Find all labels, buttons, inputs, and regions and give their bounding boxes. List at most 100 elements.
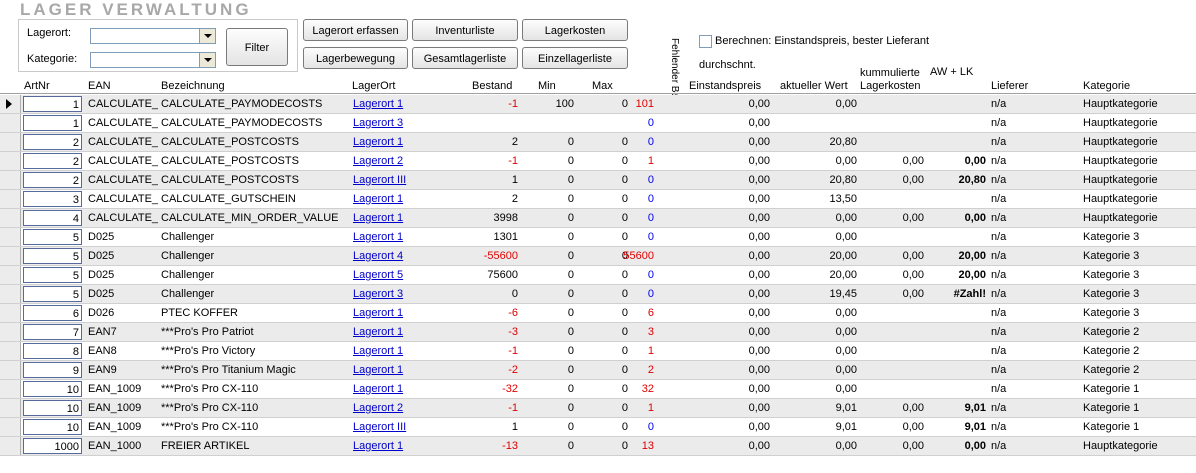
artnr-field[interactable]: 7 xyxy=(23,324,82,340)
row-selector[interactable] xyxy=(0,285,21,303)
row-selector[interactable] xyxy=(0,171,21,189)
col-header-kummulierte[interactable]: kummulierte xyxy=(860,67,920,79)
einzellagerliste-button[interactable]: Einzellagerliste xyxy=(522,47,628,69)
cell-lagerort[interactable]: Lagerort 4 xyxy=(353,250,404,262)
col-header-max[interactable]: Max xyxy=(592,80,613,92)
cell-lagerort[interactable]: Lagerort III xyxy=(353,174,407,186)
cell-lagerort[interactable]: Lagerort 1 xyxy=(353,440,404,452)
row-selector[interactable] xyxy=(0,133,21,151)
row-selector[interactable] xyxy=(0,399,21,417)
table-row[interactable]: 1000 EAN_1000 FREIER ARTIKEL Lagerort 1 -13 0… xyxy=(0,437,1196,456)
cell-lagerort[interactable]: Lagerort 1 xyxy=(353,212,404,224)
col-header-aw-lk[interactable]: AW + LK xyxy=(930,66,974,78)
lagerort-select[interactable] xyxy=(90,28,216,44)
lagerkosten-button[interactable]: Lagerkosten xyxy=(522,19,628,41)
lagerbewegung-button[interactable]: Lagerbewegung xyxy=(303,47,408,69)
table-row[interactable]: 6 D026 PTEC KOFFER Lagerort 1 -6 0 0 6 0,00 0,00 n… xyxy=(0,304,1196,323)
cell-lagerort[interactable]: Lagerort 3 xyxy=(353,288,404,300)
gesamtlagerliste-button[interactable]: Gesamtlagerliste xyxy=(412,47,518,69)
col-header-artnr[interactable]: ArtNr xyxy=(24,80,50,92)
cell-lagerort[interactable]: Lagerort 2 xyxy=(353,402,404,414)
artnr-field[interactable]: 10 xyxy=(23,419,82,435)
chevron-down-icon[interactable] xyxy=(199,53,215,67)
table-row[interactable]: 9 EAN9 ***Pro's Pro Titanium Magic Lagerort… xyxy=(0,361,1196,380)
table-row[interactable]: 5 D025 Challenger Lagerort 3 0 0 0 0 0,00 19,45 0,… xyxy=(0,285,1196,304)
cell-lagerort[interactable]: Lagerort 1 xyxy=(353,326,404,338)
table-row[interactable]: 2 CALCULATE_ CALCULATE_POSTCOSTS Lagerort I… xyxy=(0,171,1196,190)
row-selector[interactable] xyxy=(0,342,21,360)
cell-lagerort[interactable]: Lagerort 1 xyxy=(353,136,404,148)
table-row[interactable]: 5 D025 Challenger Lagerort 4 -55600 0 0 55600 0,… xyxy=(0,247,1196,266)
col-header-kategorie[interactable]: Kategorie xyxy=(1083,80,1131,92)
artnr-field[interactable]: 4 xyxy=(23,210,82,226)
artnr-field[interactable]: 2 xyxy=(23,172,82,188)
col-header-bestand[interactable]: Bestand xyxy=(472,80,513,92)
table-row[interactable]: 10 EAN_1009 ***Pro's Pro CX-110 Lagerort 2-… xyxy=(0,399,1196,418)
table-row[interactable]: 2 CALCULATE_ CALCULATE_POSTCOSTS Lagerort 1… xyxy=(0,133,1196,152)
row-selector[interactable] xyxy=(0,361,21,379)
kategorie-select[interactable] xyxy=(90,52,216,68)
col-header-bezeichnung[interactable]: Bezeichnung xyxy=(161,80,225,92)
artnr-field[interactable]: 1 xyxy=(23,96,82,112)
row-selector[interactable] xyxy=(0,380,21,398)
col-header-ean[interactable]: EAN xyxy=(88,80,111,92)
artnr-field[interactable]: 10 xyxy=(23,381,82,397)
cell-lagerort[interactable]: Lagerort 1 xyxy=(353,345,404,357)
table-row[interactable]: 4 CALCULATE_ CALCULATE_MIN_ORDER_VALUE Lage… xyxy=(0,209,1196,228)
table-row[interactable]: 3 CALCULATE_ CALCULATE_GUTSCHEIN Lagerort 1… xyxy=(0,190,1196,209)
cell-lagerort[interactable]: Lagerort 5 xyxy=(353,269,404,281)
chevron-down-icon[interactable] xyxy=(199,29,215,43)
lagerort-erfassen-button[interactable]: Lagerort erfassen xyxy=(303,19,408,41)
cell-lagerort[interactable]: Lagerort 1 xyxy=(353,307,404,319)
col-header-fehlender-bestand[interactable]: Fehlender Bestand Stk. xyxy=(640,38,690,143)
artnr-field[interactable]: 3 xyxy=(23,191,82,207)
row-selector[interactable] xyxy=(0,437,21,455)
table-row[interactable]: 5 D025 Challenger Lagerort 5 75600 0 0 0 0,00 20,… xyxy=(0,266,1196,285)
cell-lagerort[interactable]: Lagerort 1 xyxy=(353,98,404,110)
artnr-field[interactable]: 1000 xyxy=(23,438,82,454)
cell-lagerort[interactable]: Lagerort 1 xyxy=(353,231,404,243)
artnr-field[interactable]: 5 xyxy=(23,286,82,302)
cell-lagerort[interactable]: Lagerort III xyxy=(353,421,407,433)
row-selector[interactable] xyxy=(0,209,21,227)
table-row[interactable]: 5 D025 Challenger Lagerort 1 1301 0 0 0 0,00 0,00… xyxy=(0,228,1196,247)
col-header-min[interactable]: Min xyxy=(538,80,556,92)
table-row[interactable]: 2 CALCULATE_ CALCULATE_POSTCOSTS Lagerort 2… xyxy=(0,152,1196,171)
row-selector[interactable] xyxy=(0,418,21,436)
cell-lagerort[interactable]: Lagerort 1 xyxy=(353,364,404,376)
row-selector[interactable] xyxy=(0,152,21,170)
table-row[interactable]: 1 CALCULATE_ CALCULATE_PAYMODECOSTS Lageror… xyxy=(0,95,1196,114)
row-selector[interactable] xyxy=(0,266,21,284)
table-row[interactable]: 10 EAN_1009 ***Pro's Pro CX-110 Lagerort II… xyxy=(0,418,1196,437)
col-header-einstandspreis[interactable]: Einstandspreis xyxy=(689,80,762,92)
row-selector[interactable] xyxy=(0,95,21,113)
filter-button[interactable]: Filter xyxy=(226,28,288,66)
artnr-field[interactable]: 5 xyxy=(23,248,82,264)
cell-lagerort[interactable]: Lagerort 1 xyxy=(353,383,404,395)
row-selector[interactable] xyxy=(0,228,21,246)
col-header-aktueller-wert[interactable]: aktueller Wert xyxy=(780,80,848,92)
artnr-field[interactable]: 5 xyxy=(23,229,82,245)
row-selector[interactable] xyxy=(0,323,21,341)
artnr-field[interactable]: 8 xyxy=(23,343,82,359)
table-row[interactable]: 7 EAN7 ***Pro's Pro Patriot Lagerort 1 -3 0 0 3… xyxy=(0,323,1196,342)
col-header-lagerkosten[interactable]: Lagerkosten xyxy=(860,80,921,92)
row-selector[interactable] xyxy=(0,114,21,132)
artnr-field[interactable]: 10 xyxy=(23,400,82,416)
cell-lagerort[interactable]: Lagerort 2 xyxy=(353,155,404,167)
row-selector[interactable] xyxy=(0,304,21,322)
table-row[interactable]: 10 EAN_1009 ***Pro's Pro CX-110 Lagerort 1 -… xyxy=(0,380,1196,399)
inventurliste-button[interactable]: Inventurliste xyxy=(412,19,518,41)
artnr-field[interactable]: 9 xyxy=(23,362,82,378)
berechnen-checkbox[interactable] xyxy=(699,35,712,48)
row-selector[interactable] xyxy=(0,190,21,208)
artnr-field[interactable]: 2 xyxy=(23,153,82,169)
table-row[interactable]: 8 EAN8 ***Pro's Pro Victory Lagerort 1 -1 0 0 1… xyxy=(0,342,1196,361)
artnr-field[interactable]: 2 xyxy=(23,134,82,150)
col-header-lagerort[interactable]: LagerOrt xyxy=(352,80,396,92)
row-selector[interactable] xyxy=(0,247,21,265)
cell-lagerort[interactable]: Lagerort 3 xyxy=(353,117,404,129)
artnr-field[interactable]: 6 xyxy=(23,305,82,321)
artnr-field[interactable]: 1 xyxy=(23,115,82,131)
col-header-lieferer[interactable]: Lieferer xyxy=(991,80,1029,92)
